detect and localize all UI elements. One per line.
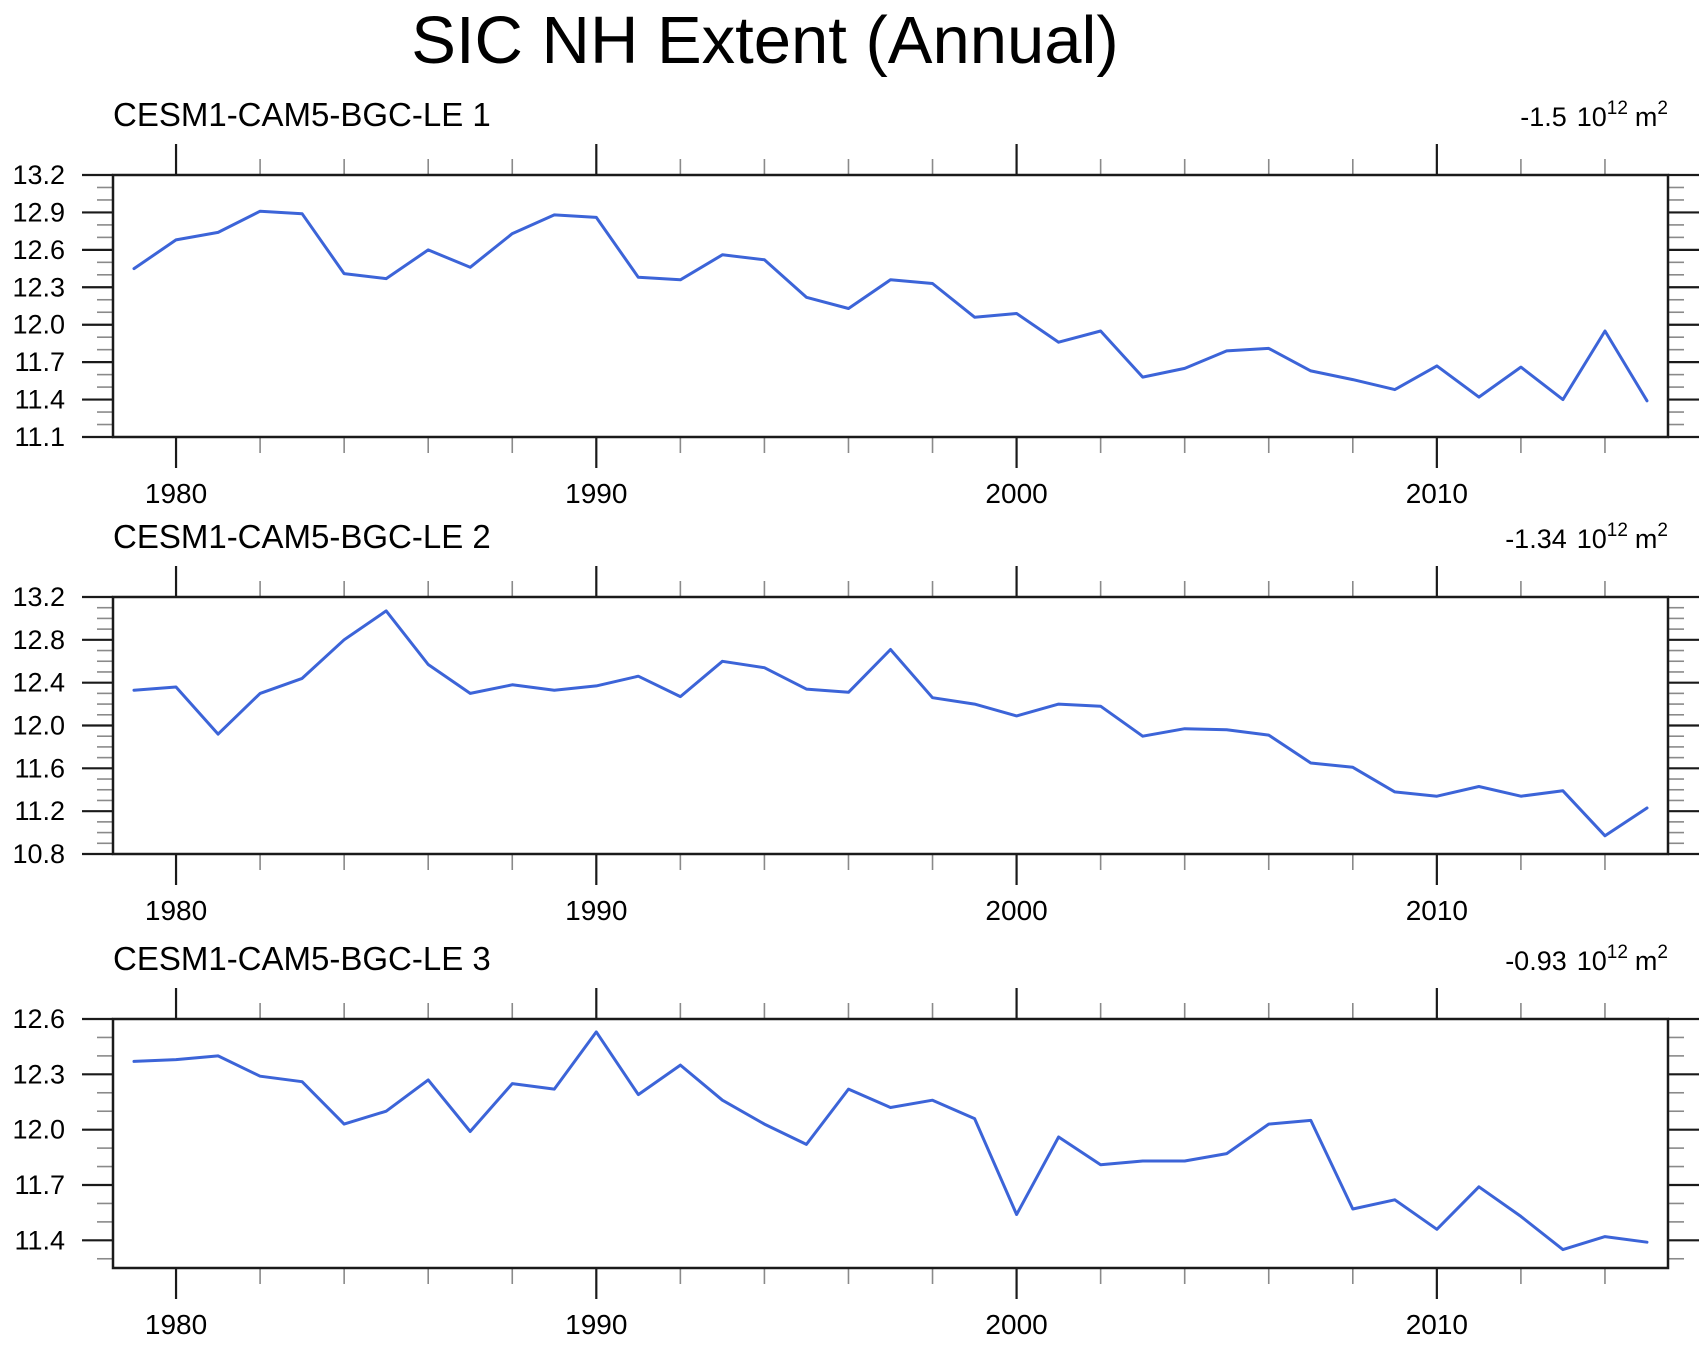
x-tick-label: 1990	[565, 1309, 627, 1340]
panel-3-trend-annotation: -0.93 1012 m2	[1505, 942, 1668, 977]
panel-1-plot: 13.2 12.9 12.6 12.3 12.0 11.7 11.4 11.1 1980 1990…	[12, 144, 1699, 509]
trend-unit: m	[1634, 102, 1658, 132]
x-tick-label: 2010	[1406, 1309, 1468, 1340]
trend-unit-exponent: 2	[1657, 98, 1668, 119]
panel-1-trend-annotation: -1.5 1012 m2	[1520, 98, 1668, 133]
x-tick-label: 2000	[985, 1309, 1047, 1340]
panel-2-title: CESM1-CAM5-BGC-LE 2	[113, 518, 491, 555]
x-tick-label: 2010	[1406, 478, 1468, 509]
y-tick-label: 12.3	[12, 272, 65, 302]
panel-3-title: CESM1-CAM5-BGC-LE 3	[113, 940, 491, 977]
plot-frame	[111, 1017, 1670, 1270]
trend-unit-exponent: 2	[1657, 942, 1668, 963]
plot-frame	[111, 173, 1670, 439]
trend-power-base: 10	[1576, 524, 1607, 554]
series-line	[132, 609, 1649, 838]
x-tick-label: 2010	[1406, 895, 1468, 926]
y-tick-label: 12.3	[12, 1059, 65, 1089]
y-tick-label: 12.6	[12, 1004, 65, 1034]
trend-value: -1.5	[1520, 102, 1567, 132]
series-line	[132, 209, 1649, 403]
y-tick-label: 12.8	[12, 625, 65, 655]
trend-power-base: 10	[1576, 946, 1607, 976]
x-tick-label: 1980	[145, 1309, 207, 1340]
plot-frame	[111, 595, 1670, 856]
y-tick-label: 12.4	[12, 668, 65, 698]
y-tick-label: 11.4	[14, 1225, 65, 1255]
y-tick-label: 11.6	[14, 753, 65, 783]
trend-power-exponent: 12	[1606, 942, 1628, 963]
panel-2-plot: 13.2 12.8 12.4 12.0 11.6 11.2 10.8 1980 1990 2000…	[12, 566, 1699, 926]
y-tick-label: 11.7	[14, 1170, 65, 1200]
trend-power-base: 10	[1576, 102, 1607, 132]
panel-3-header: CESM1-CAM5-BGC-LE 3 -0.93 1012 m2	[113, 940, 1668, 978]
y-tick-label: 11.1	[14, 422, 65, 452]
y-tick-label: 12.0	[12, 711, 65, 741]
trend-value: -1.34	[1505, 524, 1567, 554]
x-tick-label: 2000	[985, 478, 1047, 509]
y-tick-label: 11.4	[14, 385, 65, 415]
y-tick-label: 12.0	[12, 1115, 65, 1145]
trend-value: -0.93	[1505, 946, 1567, 976]
x-tick-label: 1990	[565, 895, 627, 926]
series-line	[132, 1030, 1649, 1252]
x-tick-label: 2000	[985, 895, 1047, 926]
trend-power-exponent: 12	[1606, 520, 1628, 541]
panel-3-plot: 12.6 12.3 12.0 11.7 11.4 1980 1990 2000 2010	[12, 988, 1699, 1340]
trend-unit: m	[1634, 524, 1658, 554]
y-tick-label: 13.2	[12, 160, 65, 190]
x-tick-label: 1980	[145, 478, 207, 509]
panel-2-trend-annotation: -1.34 1012 m2	[1505, 520, 1668, 555]
trend-power-exponent: 12	[1606, 98, 1628, 119]
y-tick-label: 11.2	[14, 796, 65, 826]
panel-1-title: CESM1-CAM5-BGC-LE 1	[113, 96, 491, 133]
y-tick-label: 13.2	[12, 582, 65, 612]
panel-2-header: CESM1-CAM5-BGC-LE 2 -1.34 1012 m2	[113, 518, 1668, 556]
x-tick-label: 1990	[565, 478, 627, 509]
panel-1-header: CESM1-CAM5-BGC-LE 1 -1.5 1012 m2	[113, 96, 1668, 134]
y-tick-label: 11.7	[14, 347, 65, 377]
y-tick-label: 12.0	[12, 310, 65, 340]
x-tick-label: 1980	[145, 895, 207, 926]
main-title: SIC NH Extent (Annual)	[411, 3, 1119, 78]
trend-unit-exponent: 2	[1657, 520, 1668, 541]
trend-unit: m	[1634, 946, 1658, 976]
y-tick-label: 12.9	[12, 197, 65, 227]
y-tick-label: 10.8	[12, 839, 65, 869]
y-tick-label: 12.6	[12, 235, 65, 265]
